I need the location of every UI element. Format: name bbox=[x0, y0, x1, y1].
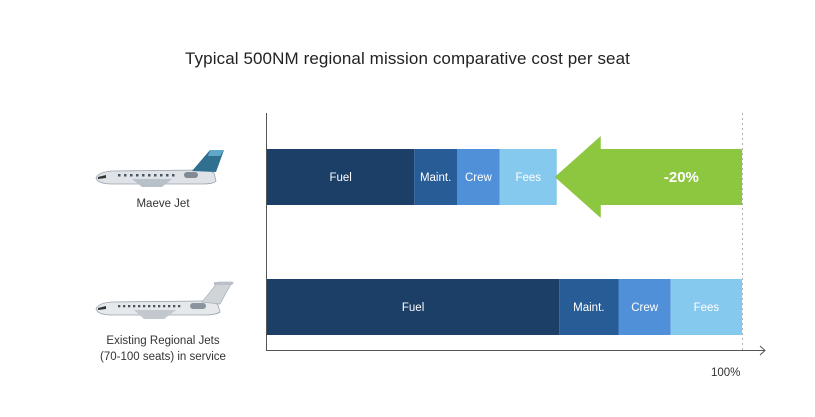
segment-label-fuel: Fuel bbox=[329, 172, 351, 184]
category-label-line: Existing Regional Jets bbox=[106, 335, 220, 347]
bar-segment-maint bbox=[414, 149, 457, 205]
x-axis-arrowhead bbox=[759, 345, 766, 356]
x-tick-label-100: 100% bbox=[711, 367, 741, 379]
bar-segment-crew bbox=[457, 149, 500, 205]
bar-segment-crew bbox=[618, 279, 671, 335]
bar-segment-fees bbox=[670, 279, 742, 335]
bar-segment-fuel bbox=[267, 279, 560, 335]
category-label-maeve-jet: Maeve Jet bbox=[63, 196, 263, 212]
category-label-existing-regional-jets: Existing Regional Jets (70-100 seats) in… bbox=[63, 333, 263, 365]
segment-label-maint: Maint. bbox=[420, 172, 451, 184]
regional-jet-icon bbox=[95, 281, 234, 319]
bar-segment-fuel bbox=[267, 149, 415, 205]
bar-segment-fees bbox=[499, 149, 557, 205]
segment-label-maint: Maint. bbox=[573, 302, 604, 314]
bar-segment-maint bbox=[559, 279, 619, 335]
segment-label-crew: Crew bbox=[631, 302, 659, 314]
category-label-line: (70-100 seats) in service bbox=[100, 351, 226, 363]
segment-label-fees: Fees bbox=[515, 172, 541, 184]
reduction-arrow bbox=[554, 136, 742, 218]
chart-title: Typical 500NM regional mission comparati… bbox=[185, 49, 630, 68]
category-label-line: Maeve Jet bbox=[136, 198, 190, 210]
maeve-jet-icon bbox=[95, 150, 224, 187]
segment-label-fees: Fees bbox=[694, 302, 720, 314]
reduction-arrow-label: -20% bbox=[664, 169, 699, 186]
segment-label-fuel: Fuel bbox=[402, 302, 424, 314]
segment-label-crew: Crew bbox=[465, 172, 493, 184]
